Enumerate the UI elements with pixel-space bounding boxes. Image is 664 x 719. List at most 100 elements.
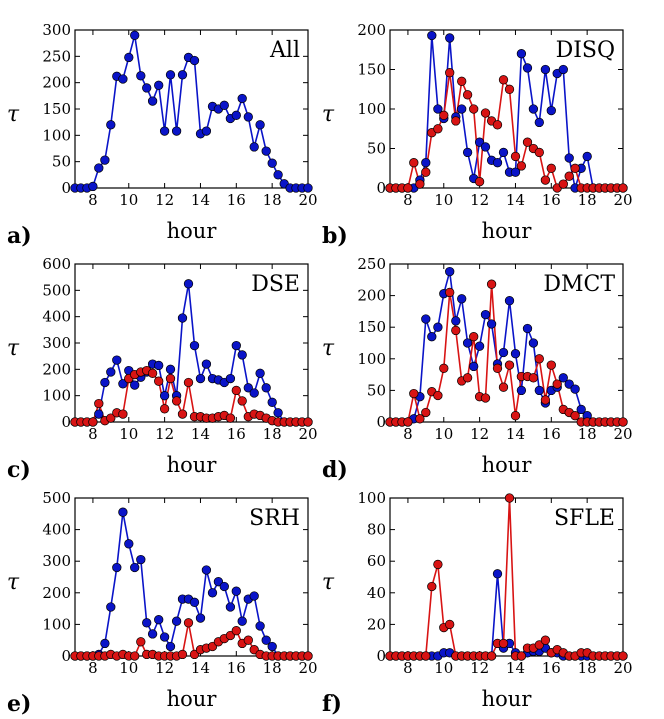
data-point-blue bbox=[195, 373, 206, 384]
y-tick-label: 150 bbox=[42, 100, 71, 118]
data-point-blue bbox=[528, 338, 539, 348]
x-tick-label: 12 bbox=[470, 191, 489, 209]
y-tick-label: 40 bbox=[367, 584, 386, 602]
data-point-blue bbox=[534, 117, 544, 128]
data-point-blue bbox=[189, 340, 200, 351]
data-point-red bbox=[510, 411, 521, 421]
panel-title: DSE bbox=[251, 272, 300, 297]
y-tick-label: 0 bbox=[376, 647, 386, 665]
data-point-blue bbox=[498, 147, 509, 158]
data-point-blue bbox=[118, 379, 128, 389]
data-point-all bbox=[130, 30, 140, 40]
data-point-blue bbox=[546, 105, 556, 116]
y-tick-label: 150 bbox=[357, 61, 386, 79]
data-point-blue bbox=[486, 319, 497, 329]
data-point-red bbox=[451, 325, 461, 336]
data-point-all bbox=[201, 126, 212, 136]
data-point-blue bbox=[159, 391, 170, 401]
y-tick-label: 100 bbox=[42, 615, 71, 633]
panel-letter: b) bbox=[322, 223, 348, 249]
panel-letter: f) bbox=[322, 691, 342, 717]
x-tick-label: 18 bbox=[578, 659, 597, 677]
data-point-red bbox=[504, 493, 515, 503]
x-tick-label: 18 bbox=[578, 425, 597, 443]
data-point-blue bbox=[142, 618, 152, 628]
data-point-blue bbox=[154, 360, 164, 371]
data-point-red bbox=[618, 417, 628, 427]
data-point-all bbox=[124, 52, 134, 63]
data-point-blue bbox=[474, 341, 485, 351]
data-point-red bbox=[433, 559, 443, 570]
data-point-red bbox=[177, 649, 188, 660]
x-tick-label: 20 bbox=[613, 659, 632, 677]
data-point-blue bbox=[457, 104, 467, 114]
data-point-red bbox=[534, 147, 544, 158]
data-point-blue bbox=[534, 385, 544, 396]
data-point-blue bbox=[189, 597, 200, 607]
data-point-blue bbox=[165, 641, 176, 652]
data-point-red bbox=[540, 395, 551, 405]
data-point-red bbox=[147, 368, 158, 378]
y-tick-label: 100 bbox=[42, 387, 71, 405]
panel-letter: c) bbox=[7, 457, 31, 483]
y-axis-label: τ bbox=[322, 102, 335, 127]
data-point-blue bbox=[582, 151, 592, 162]
data-point-blue bbox=[183, 279, 194, 289]
data-point-all bbox=[136, 71, 146, 81]
data-point-blue bbox=[469, 361, 479, 372]
x-tick-label: 18 bbox=[263, 425, 282, 443]
data-point-blue bbox=[510, 167, 521, 177]
data-point-red bbox=[492, 363, 503, 373]
data-point-blue bbox=[492, 569, 503, 579]
data-point-red bbox=[427, 581, 437, 592]
x-tick-label: 18 bbox=[263, 659, 282, 677]
data-point-red bbox=[118, 409, 128, 419]
data-point-blue bbox=[237, 350, 247, 360]
x-axis-label: hour bbox=[167, 219, 218, 243]
x-tick-label: 20 bbox=[298, 191, 317, 209]
data-point-red bbox=[445, 619, 455, 630]
data-point-blue bbox=[231, 340, 241, 351]
data-point-blue bbox=[249, 591, 259, 601]
data-point-all bbox=[106, 120, 116, 130]
data-point-red bbox=[618, 183, 628, 193]
x-tick-label: 8 bbox=[88, 191, 98, 209]
data-point-red bbox=[403, 183, 413, 193]
data-point-blue bbox=[237, 616, 247, 626]
data-point-blue bbox=[570, 384, 580, 394]
y-tick-label: 200 bbox=[42, 584, 71, 602]
data-point-blue bbox=[100, 377, 110, 388]
y-tick-label: 50 bbox=[367, 140, 386, 158]
data-point-all bbox=[171, 126, 182, 136]
data-point-red bbox=[480, 393, 491, 403]
data-point-blue bbox=[118, 507, 128, 517]
series-line-blue bbox=[390, 35, 623, 189]
data-point-red bbox=[445, 68, 455, 78]
data-point-blue bbox=[106, 367, 116, 377]
x-tick-label: 8 bbox=[403, 659, 413, 677]
y-tick-label: 200 bbox=[42, 74, 71, 92]
y-tick-label: 200 bbox=[42, 360, 71, 378]
y-tick-label: 200 bbox=[357, 21, 386, 39]
x-tick-label: 16 bbox=[542, 659, 561, 677]
data-point-blue bbox=[564, 153, 574, 163]
x-tick-label: 20 bbox=[613, 425, 632, 443]
y-tick-label: 300 bbox=[42, 21, 71, 39]
data-point-red bbox=[498, 638, 509, 649]
data-point-red bbox=[88, 417, 98, 427]
x-tick-label: 16 bbox=[542, 191, 561, 209]
x-tick-label: 10 bbox=[434, 191, 453, 209]
data-point-blue bbox=[564, 379, 574, 389]
data-point-red bbox=[546, 163, 556, 173]
data-point-blue bbox=[427, 332, 437, 342]
data-point-blue bbox=[421, 314, 431, 324]
data-point-blue bbox=[516, 385, 527, 396]
data-point-red bbox=[171, 396, 182, 406]
data-point-blue bbox=[112, 562, 122, 573]
y-tick-label: 400 bbox=[42, 308, 71, 326]
data-point-red bbox=[570, 411, 580, 421]
data-point-red bbox=[94, 398, 104, 409]
data-point-blue bbox=[498, 347, 509, 358]
x-tick-label: 8 bbox=[403, 191, 413, 209]
